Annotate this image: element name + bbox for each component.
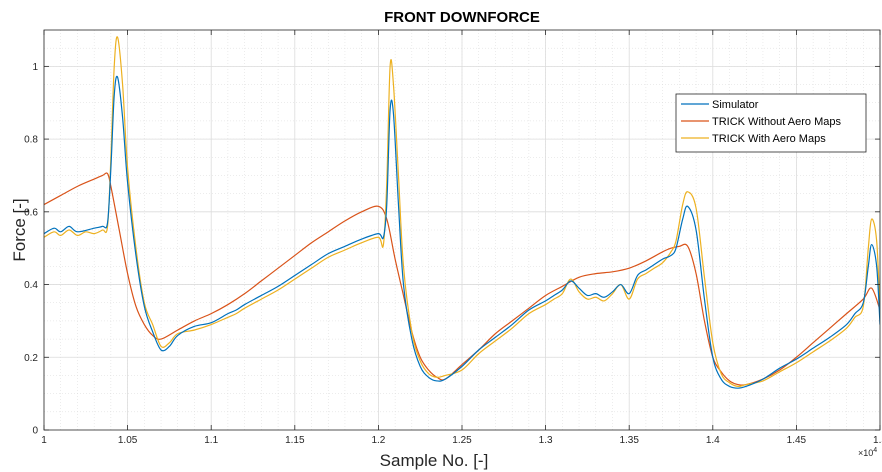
y-tick-label: 0 [32, 426, 38, 437]
series-line-trick-with-aero-maps [44, 36, 880, 388]
legend-label: TRICK With Aero Maps [712, 133, 826, 145]
x-axis-label: Sample No. [-] [380, 451, 489, 470]
x-tick-label: 1.25 [452, 435, 472, 446]
series-lines [44, 36, 880, 389]
series-line-trick-without-aero-maps [44, 172, 880, 386]
y-axis-ticks: 0 0.2 0.4 0.6 0.8 1 [24, 62, 880, 437]
x-tick-label: 1.4 [706, 435, 720, 446]
x-tick-label: 1.2 [371, 435, 385, 446]
legend-label: TRICK Without Aero Maps [712, 116, 841, 128]
x-tick-label: 1.35 [619, 435, 639, 446]
x-tick-label: 1.15 [285, 435, 305, 446]
y-tick-label: 1 [32, 62, 38, 73]
x-tick-label: 1.05 [118, 435, 138, 446]
y-axis-label: Force [-] [10, 198, 29, 261]
x-exponent-label: ×104 [858, 447, 877, 458]
x-tick-label: 1.1 [204, 435, 218, 446]
y-tick-label: 0.4 [24, 280, 38, 291]
y-tick-label: 0.8 [24, 135, 38, 146]
legend: Simulator TRICK Without Aero Maps TRICK Wi… [675, 93, 867, 153]
x-tick-label: 1 [41, 435, 47, 446]
y-tick-label: 0.6 [24, 207, 38, 218]
legend-label: Simulator [712, 99, 759, 111]
y-tick-label: 0.2 [24, 353, 38, 364]
series-line-simulator [44, 75, 880, 389]
x-axis-ticks: 1 1.05 1.1 1.15 1.2 1.25 1.3 1.35 1.4 1.45 1.5 [41, 30, 882, 446]
x-tick-label: 1.45 [787, 435, 807, 446]
x-tick-label: 1.5 [873, 435, 882, 446]
chart-title: FRONT DOWNFORCE [384, 9, 540, 26]
x-tick-label: 1.3 [539, 435, 553, 446]
